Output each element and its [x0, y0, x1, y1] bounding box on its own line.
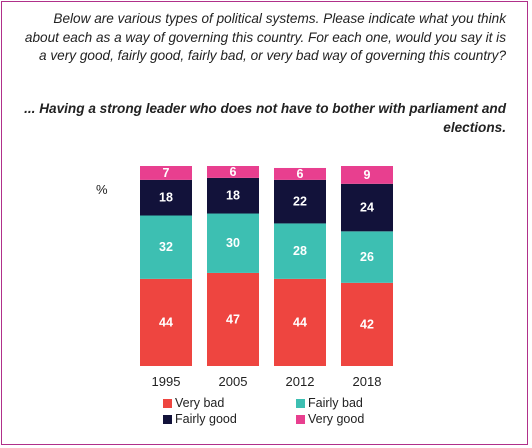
legend-swatch-very-bad: [163, 398, 172, 408]
legend-item-very-bad: Very bad: [163, 396, 224, 410]
legend-swatch-very-good: [296, 414, 305, 424]
x-tick-label: 2018: [353, 374, 382, 389]
bar-value-label: 6: [230, 165, 237, 179]
bar-fairly-good-2018: [341, 183, 393, 232]
x-tick-label: 2012: [286, 374, 315, 389]
bar-value-label: 26: [360, 250, 374, 264]
legend-label-fairly-bad: Fairly bad: [308, 396, 363, 410]
legend-label-very-bad: Very bad: [175, 396, 225, 410]
bar-very-bad-2012: [274, 278, 326, 366]
legend-swatch-fairly-bad: [296, 398, 305, 408]
bar-value-label: 44: [293, 315, 307, 329]
bar-very-bad-2018: [341, 282, 393, 366]
bar-very-good-2012: [274, 167, 326, 180]
bar-fairly-bad-1995: [140, 215, 192, 279]
x-tick-label: 1995: [152, 374, 181, 389]
bar-very-good-1995: [140, 166, 192, 180]
bar-value-label: 42: [360, 317, 374, 331]
bar-value-label: 32: [159, 240, 173, 254]
bar-value-label: 6: [297, 167, 304, 181]
legend-label-fairly-good: Fairly good: [175, 412, 237, 426]
bar-value-label: 28: [293, 244, 307, 258]
bar-very-bad-2005: [207, 272, 259, 366]
unit-label: %: [96, 182, 108, 197]
legend-item-fairly-bad: Fairly bad: [296, 396, 363, 410]
bar-value-label: 24: [360, 201, 374, 215]
legend-item-fairly-good: Fairly good: [163, 412, 237, 426]
bar-fairly-good-2005: [207, 177, 259, 214]
bar-fairly-bad-2012: [274, 223, 326, 279]
question-text: Below are various types of political sys…: [24, 11, 506, 63]
bar-value-label: 47: [226, 312, 240, 326]
bar-value-label: 7: [163, 166, 170, 180]
x-tick-label: 2005: [219, 374, 248, 389]
bar-value-label: 22: [293, 195, 307, 209]
bar-very-good-2005: [207, 166, 259, 178]
bar-fairly-good-1995: [140, 179, 192, 216]
legend-label-very-good: Very good: [308, 412, 365, 426]
subquestion-text: ... Having a strong leader who does not …: [24, 101, 506, 135]
bar-fairly-bad-2018: [341, 231, 393, 283]
bar-value-label: 30: [226, 236, 240, 250]
bar-fairly-bad-2005: [207, 213, 259, 273]
bar-very-good-2018: [341, 166, 393, 184]
bar-value-label: 9: [364, 168, 371, 182]
legend-item-very-good: Very good: [296, 412, 364, 426]
bar-very-bad-1995: [140, 278, 192, 366]
bar-fairly-good-2012: [274, 179, 326, 224]
legend-swatch-fairly-good: [163, 414, 172, 424]
bar-value-label: 18: [159, 191, 173, 205]
bar-value-label: 18: [226, 189, 240, 203]
bar-value-label: 44: [159, 315, 173, 329]
